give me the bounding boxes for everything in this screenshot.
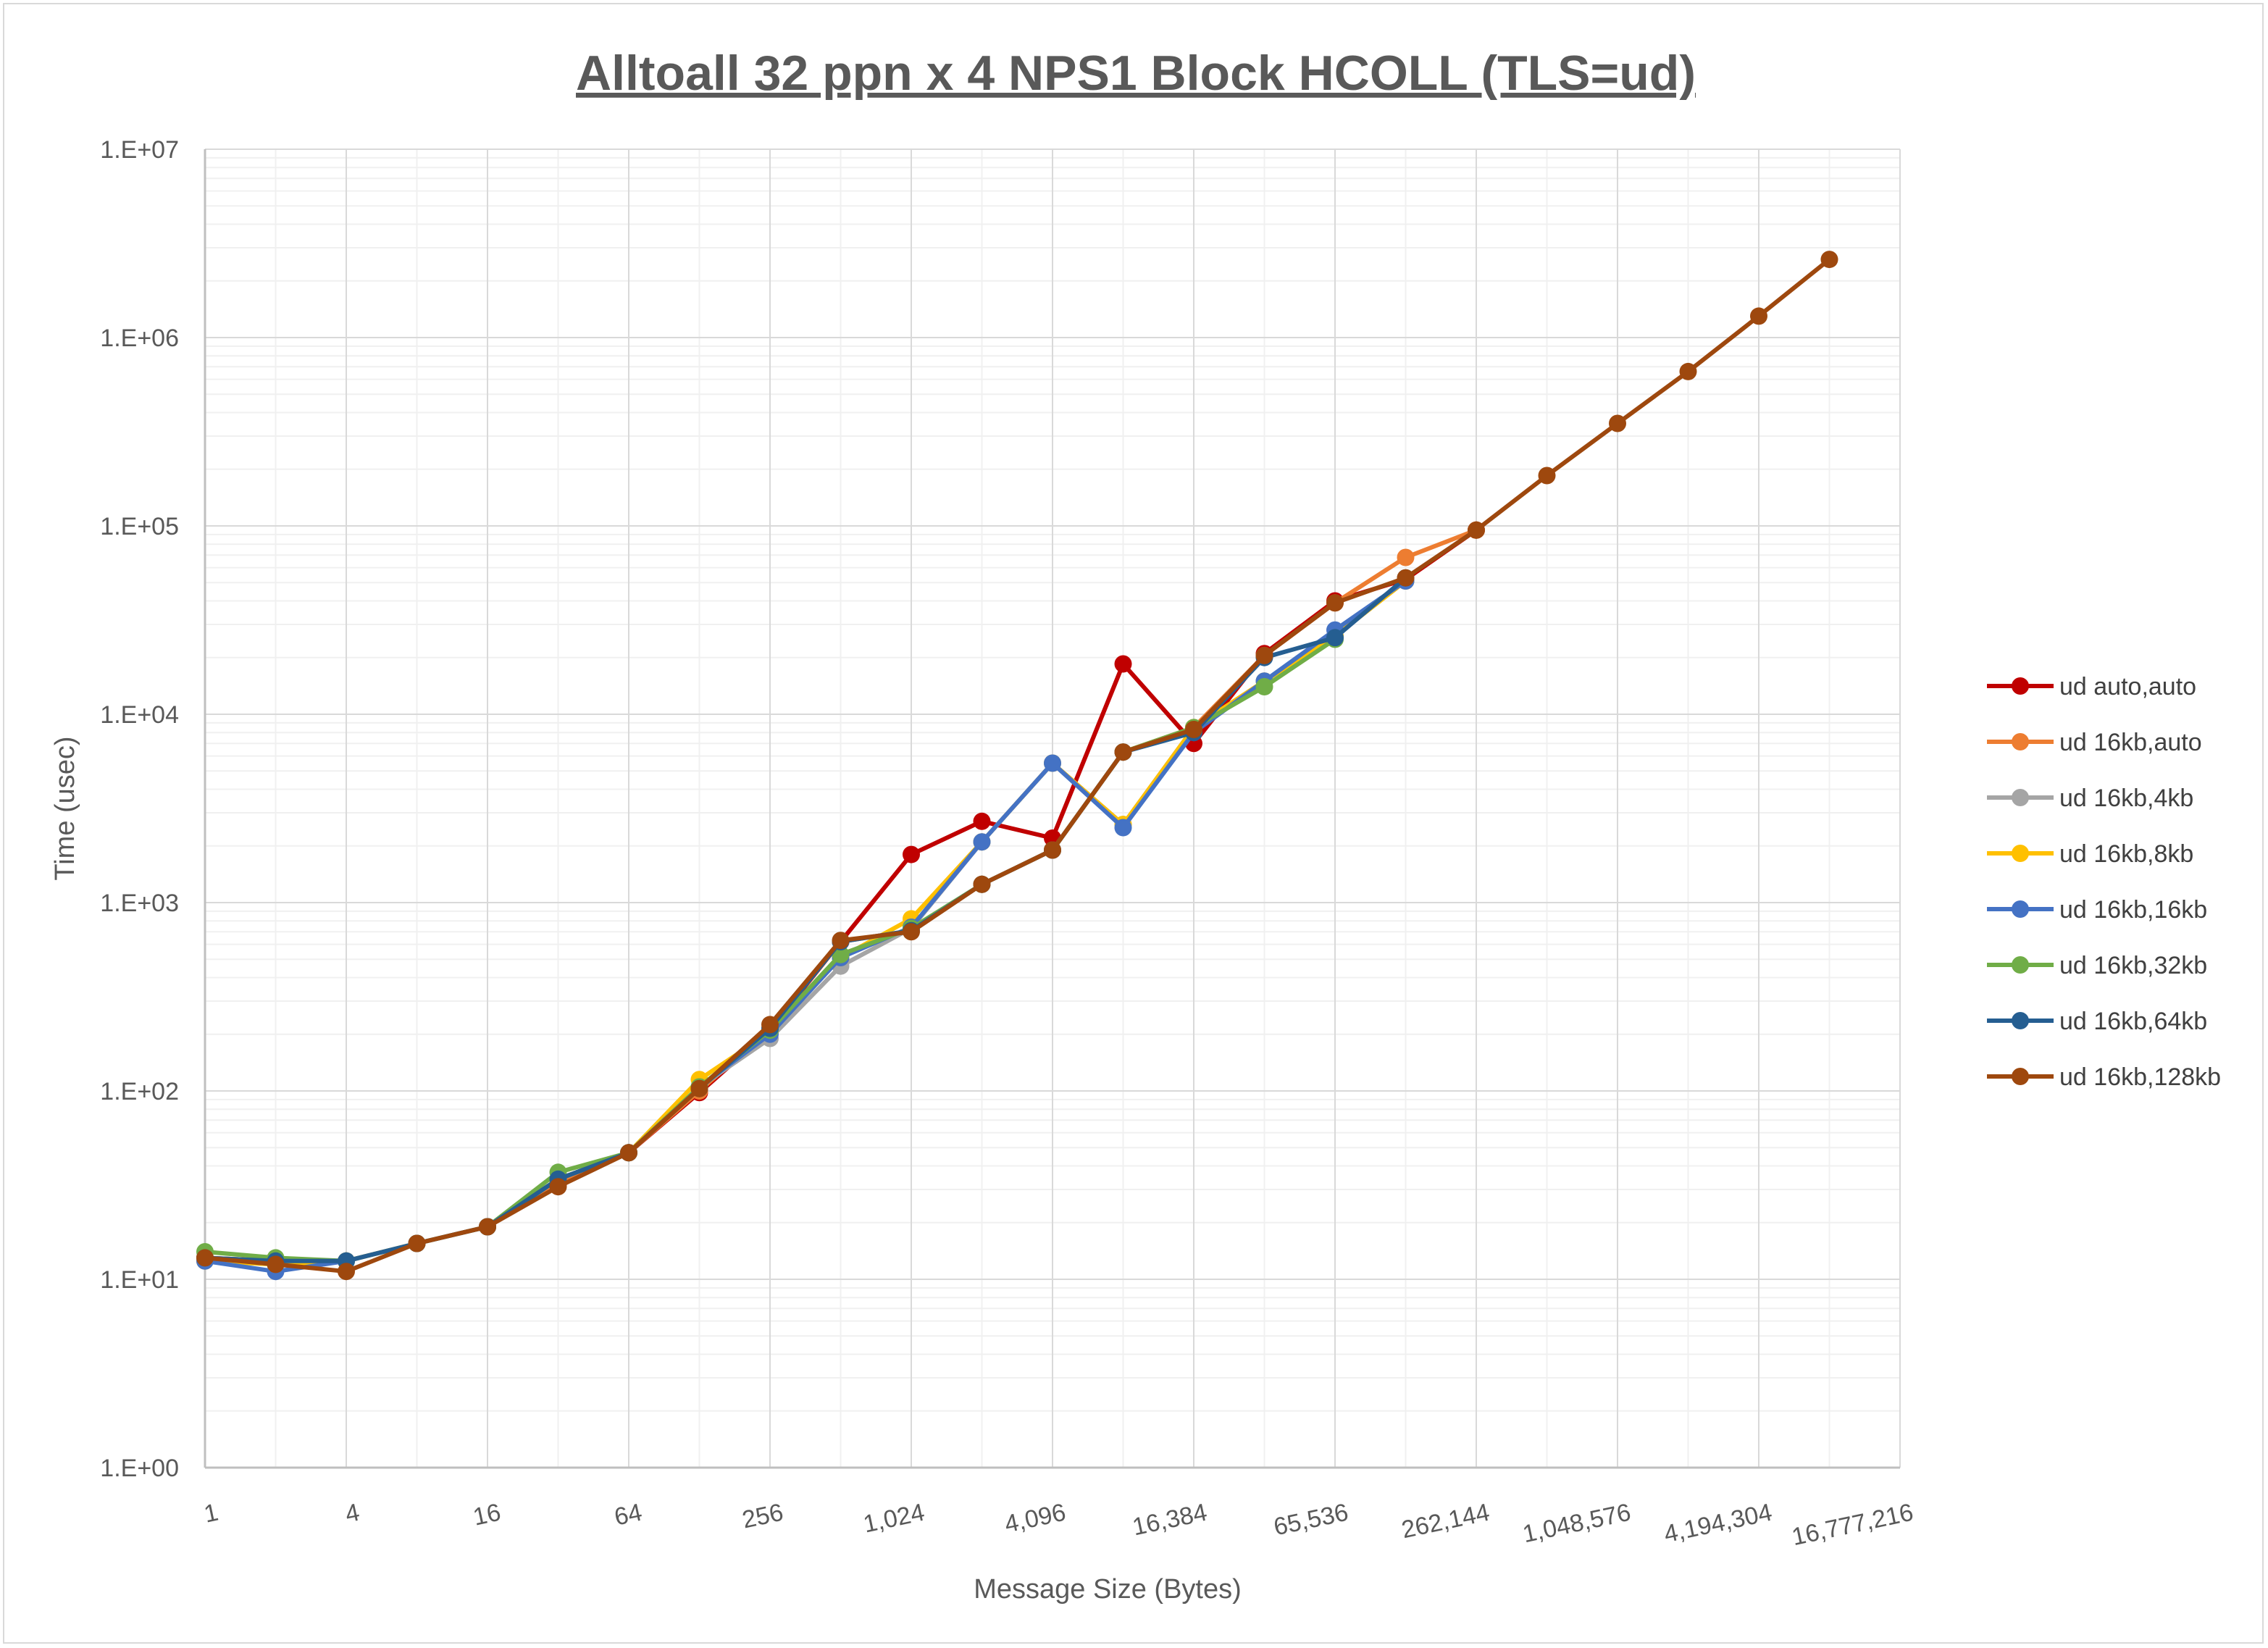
y-tick-label: 1.E+00	[100, 1455, 179, 1482]
x-axis-title: Message Size (Bytes)	[974, 1574, 1242, 1605]
data-point	[1114, 655, 1132, 673]
y-tick-label: 1.E+02	[100, 1078, 179, 1105]
legend-swatch-marker	[2012, 956, 2029, 974]
legend-item: ud 16kb,4kb	[1987, 785, 2193, 812]
legend-label: ud 16kb,64kb	[2059, 1008, 2207, 1035]
chart-svg: 1.E+00 1.E+01 1.E+02 1.E+03 1.E+04 1.E+05 1.E+…	[50, 46, 2221, 1605]
series-line	[204, 257, 1831, 1274]
data-point	[1820, 251, 1838, 269]
y-tick-label: 1.E+03	[100, 890, 179, 917]
y-tick-label: 1.E+04	[100, 701, 179, 729]
x-tick-label: 1,048,576	[1520, 1499, 1633, 1549]
data-point	[196, 1249, 214, 1267]
x-tick-label: 262,144	[1399, 1499, 1492, 1544]
major-gridlines	[204, 149, 1901, 1468]
x-tick-label: 4	[343, 1499, 361, 1528]
data-point	[1255, 646, 1273, 664]
data-point	[1397, 548, 1415, 566]
data-point	[1114, 819, 1132, 837]
legend-swatch-marker	[2012, 1068, 2029, 1085]
data-point	[1679, 362, 1697, 380]
x-tick-label: 64	[612, 1499, 645, 1531]
data-point	[973, 833, 991, 851]
legend-item: ud 16kb,auto	[1987, 729, 2202, 756]
data-point	[267, 1255, 285, 1273]
data-point	[620, 1144, 637, 1162]
x-tick-label: 16,384	[1130, 1499, 1210, 1542]
data-point	[1255, 678, 1273, 695]
data-point	[1185, 721, 1202, 738]
y-tick-label: 1.E+01	[100, 1266, 179, 1294]
y-tick-labels: 1.E+00 1.E+01 1.E+02 1.E+03 1.E+04 1.E+05 1.E+…	[100, 136, 179, 1482]
x-tick-label: 16,777,216	[1789, 1499, 1915, 1552]
data-point	[903, 923, 920, 941]
data-point	[408, 1234, 426, 1252]
legend-label: ud 16kb,16kb	[2059, 896, 2207, 924]
data-point	[1538, 467, 1556, 485]
legend-label: ud 16kb,auto	[2059, 729, 2202, 756]
data-point	[973, 812, 991, 830]
legend-label: ud 16kb,32kb	[2059, 952, 2207, 979]
series-2	[196, 572, 1415, 1273]
data-point	[1609, 414, 1626, 432]
chart-title: Alltoall 32 ppn x 4 NPS1 Block HCOLL (TL…	[576, 46, 1696, 101]
legend-swatch-marker	[2012, 1012, 2029, 1029]
legend-item: ud 16kb,8kb	[1987, 840, 2193, 868]
data-point	[903, 845, 920, 863]
y-axis-title: Time (usec)	[50, 736, 80, 880]
legend-swatch-marker	[2012, 733, 2029, 750]
legend-swatch-marker	[2012, 677, 2029, 695]
x-tick-label: 1	[201, 1499, 220, 1528]
x-tick-label: 1,024	[861, 1499, 927, 1539]
x-tick-label: 16	[471, 1499, 503, 1531]
x-tick-labels: 1 4 16 64 256 1,024 4,096 16,384 65,536 262,144 1,…	[201, 1499, 1915, 1552]
data-point	[1114, 743, 1132, 761]
data-point	[832, 932, 850, 950]
legend-item: ud 16kb,64kb	[1987, 1008, 2207, 1035]
series-7	[196, 251, 1838, 1281]
x-tick-label: 256	[740, 1499, 785, 1534]
y-tick-label: 1.E+06	[100, 325, 179, 352]
series-layer	[196, 251, 1838, 1281]
series-line	[204, 579, 1407, 1274]
data-point	[549, 1178, 567, 1196]
legend-swatch-marker	[2012, 900, 2029, 918]
chart-frame: 1.E+00 1.E+01 1.E+02 1.E+03 1.E+04 1.E+05 1.E+…	[3, 3, 2264, 1644]
data-point	[1750, 307, 1767, 325]
series-4	[196, 572, 1415, 1281]
data-point	[1468, 521, 1485, 539]
legend-label: ud 16kb,4kb	[2059, 785, 2193, 812]
series-line	[204, 579, 1407, 1267]
legend-swatch-marker	[2012, 789, 2029, 806]
x-tick-label: 4,194,304	[1662, 1499, 1775, 1549]
data-point	[690, 1079, 708, 1097]
data-point	[1044, 754, 1061, 772]
data-point	[761, 1016, 779, 1034]
data-point	[1326, 629, 1344, 647]
y-tick-label: 1.E+07	[100, 136, 179, 164]
series-6	[196, 569, 1415, 1270]
legend-item: ud 16kb,32kb	[1987, 952, 2207, 979]
series-line	[204, 579, 1407, 1267]
legend-item: ud auto,auto	[1987, 673, 2196, 700]
legend-item: ud 16kb,16kb	[1987, 896, 2207, 924]
data-point	[1044, 841, 1061, 859]
series-3	[196, 572, 1415, 1273]
data-point	[338, 1263, 355, 1281]
x-tick-label: 4,096	[1003, 1499, 1068, 1539]
legend-label: ud 16kb,128kb	[2059, 1063, 2221, 1091]
x-tick-label: 65,536	[1271, 1499, 1351, 1542]
series-line	[204, 576, 1407, 1263]
legend-item: ud 16kb,128kb	[1987, 1063, 2221, 1091]
legend: ud auto,auto ud 16kb,auto ud 16kb,4kb ud 16…	[1987, 673, 2221, 1091]
data-point	[1326, 594, 1344, 612]
data-point	[479, 1218, 496, 1236]
legend-label: ud auto,auto	[2059, 673, 2196, 700]
legend-swatch-marker	[2012, 845, 2029, 862]
data-point	[1397, 569, 1415, 587]
y-tick-label: 1.E+05	[100, 513, 179, 540]
legend-label: ud 16kb,8kb	[2059, 840, 2193, 868]
data-point	[973, 875, 991, 893]
